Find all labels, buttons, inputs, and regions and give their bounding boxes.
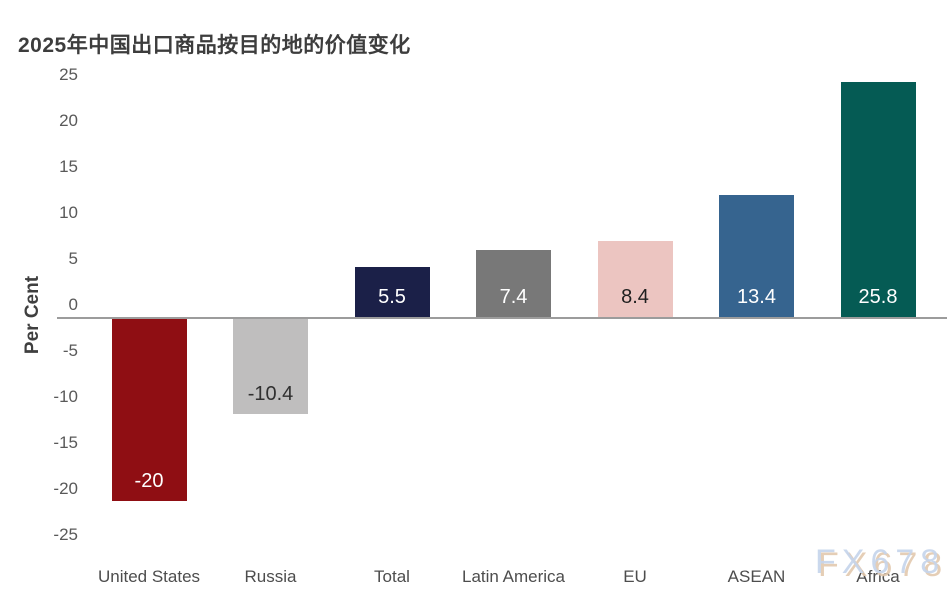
bar-russia: [233, 319, 308, 414]
bar-united-states: [111, 319, 187, 501]
x-category-label: Latin America: [462, 567, 565, 586]
y-tick-label: 20: [59, 111, 78, 130]
bar-value-label: -10.4: [247, 382, 294, 405]
y-tick-label: 10: [59, 203, 78, 222]
bar-asean: [719, 195, 794, 317]
y-tick-label: -25: [53, 525, 78, 544]
bar-value-label: 25.8: [858, 286, 898, 308]
x-axis-line: [57, 317, 947, 319]
bar-value-label: 5.5: [378, 286, 406, 308]
bar-eu: [597, 240, 673, 317]
bar-africa: [840, 82, 916, 317]
y-tick-label: 0: [68, 295, 78, 314]
watermark: FX678: [815, 543, 946, 581]
x-category-label: Russia: [244, 567, 297, 586]
y-tick-label: 5: [68, 249, 78, 268]
y-tick-label: 15: [59, 157, 78, 176]
bar-value-label: 7.4: [499, 286, 528, 308]
x-category-label: Total: [374, 567, 410, 586]
bar-total: [354, 266, 430, 317]
x-category-label: Africa: [856, 567, 900, 586]
x-category-label: ASEAN: [727, 567, 786, 586]
x-category-label: EU: [623, 567, 647, 586]
chart-title: 2025年中国出口商品按目的地的价值变化: [18, 34, 411, 57]
y-tick-label: -10: [53, 387, 78, 406]
y-tick-label: -20: [53, 479, 78, 498]
y-tick-label: -5: [62, 341, 78, 360]
y-tick-label: 25: [59, 65, 78, 84]
bar-value-label: -20: [134, 470, 164, 492]
bar-latin-america: [476, 249, 551, 317]
bar-value-label: 13.4: [737, 286, 776, 308]
bar-value-label: 8.4: [621, 286, 649, 308]
y-tick-label: -15: [53, 433, 78, 452]
x-category-label: United States: [97, 567, 201, 586]
